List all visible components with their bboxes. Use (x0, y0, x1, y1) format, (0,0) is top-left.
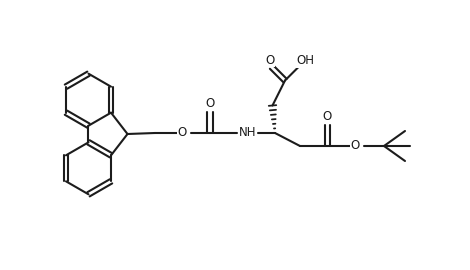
Text: O: O (265, 53, 274, 67)
Text: NH: NH (239, 126, 256, 139)
Text: O: O (323, 110, 332, 123)
Text: O: O (205, 97, 215, 110)
Text: O: O (350, 140, 360, 153)
Text: OH: OH (297, 54, 315, 67)
Text: O: O (178, 127, 187, 140)
